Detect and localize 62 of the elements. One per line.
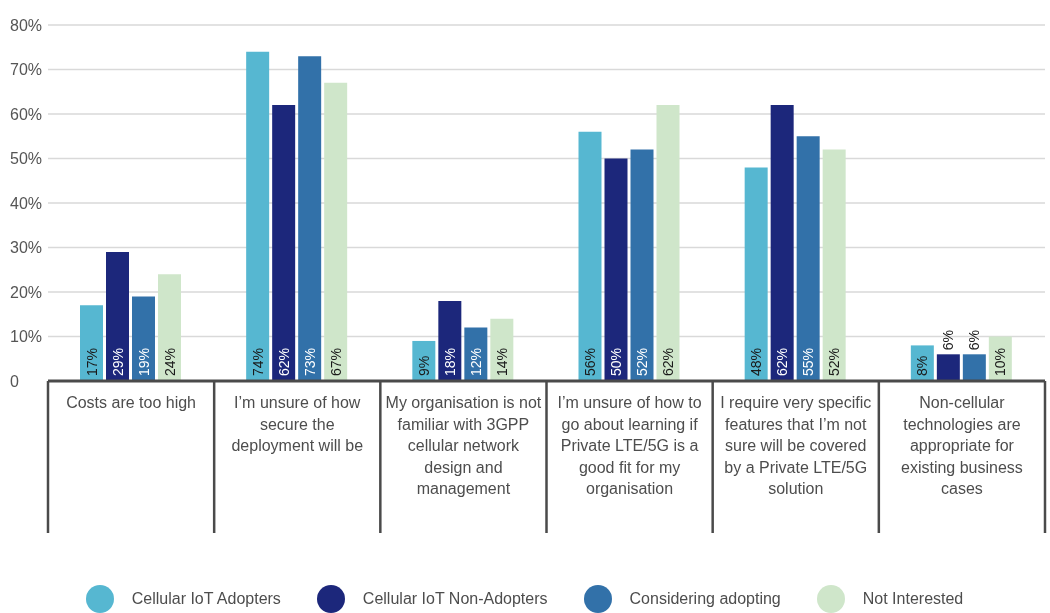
legend-label: Considering adopting <box>629 589 781 609</box>
bar <box>936 354 960 381</box>
data-label: 6% <box>940 330 957 351</box>
bar <box>796 136 820 381</box>
bar <box>770 105 794 381</box>
y-tick-label: 20% <box>10 283 43 301</box>
data-label: 62% <box>660 347 676 376</box>
y-tick-label: 10% <box>10 328 43 345</box>
bar <box>656 105 680 381</box>
x-tick-label: I’m unsure of how secure the deployment will be <box>231 394 364 455</box>
data-label: 14% <box>493 347 510 376</box>
x-tick-label: My organisation is not familiar with 3GPP cellular network design and management <box>385 394 542 498</box>
data-label: 12% <box>467 347 484 376</box>
data-label: 52% <box>634 347 650 376</box>
y-tick-label: 40% <box>10 194 43 212</box>
data-label: 50% <box>608 347 624 376</box>
x-tick-label: I require very specific features that I’m not sure will be covered by a Private LTE/5G solution <box>720 394 872 498</box>
data-label: 73% <box>301 347 318 376</box>
bar <box>80 305 103 381</box>
legend-label: Cellular IoT Adopters <box>131 589 281 609</box>
data-label: 24% <box>161 347 178 376</box>
bar <box>106 251 129 381</box>
data-label: 8% <box>914 355 931 376</box>
y-tick-label: 30% <box>10 239 43 256</box>
bar <box>744 167 768 381</box>
x-tick-label: Non-cellular technologies are appropriate for existing business cases <box>900 394 1023 498</box>
data-label: 29% <box>109 347 126 376</box>
bar <box>246 51 270 381</box>
bar <box>578 131 602 381</box>
y-tick-label: 80% <box>10 16 43 34</box>
data-label: 67% <box>327 347 344 376</box>
data-label: 10% <box>992 347 1009 376</box>
bar <box>132 296 155 381</box>
data-label: 55% <box>800 347 817 376</box>
x-tick-label: Costs are too high <box>66 394 197 412</box>
data-label: 74% <box>249 347 266 376</box>
data-label: 18% <box>441 347 458 376</box>
bar <box>962 354 986 381</box>
legend-label: Not Interested <box>862 589 964 609</box>
data-label: 48% <box>748 347 765 376</box>
data-label: 62% <box>774 347 791 376</box>
y-tick-label: 60% <box>10 105 43 123</box>
bar <box>298 56 322 381</box>
bar <box>158 274 181 381</box>
data-label: 62% <box>275 347 292 376</box>
bar <box>604 158 628 381</box>
y-tick-label: 70% <box>10 61 43 78</box>
bar <box>822 149 846 381</box>
data-label: 17% <box>83 347 100 376</box>
data-label: 6% <box>966 330 983 351</box>
legend-label: Cellular IoT Non-Adopters <box>362 589 548 609</box>
data-label: 56% <box>582 347 598 376</box>
y-tick-label: 0 <box>10 372 19 390</box>
bar <box>272 105 296 381</box>
bar <box>438 300 462 381</box>
x-tick-label: I’m unsure of how to go about learning if Private LTE/5G is a good fit for my organisation <box>557 394 702 498</box>
data-label: 52% <box>826 347 843 376</box>
bar <box>324 82 348 381</box>
data-label: 9% <box>415 355 432 376</box>
data-label: 19% <box>135 347 152 376</box>
y-tick-label: 50% <box>10 150 43 167</box>
bar <box>630 149 654 381</box>
